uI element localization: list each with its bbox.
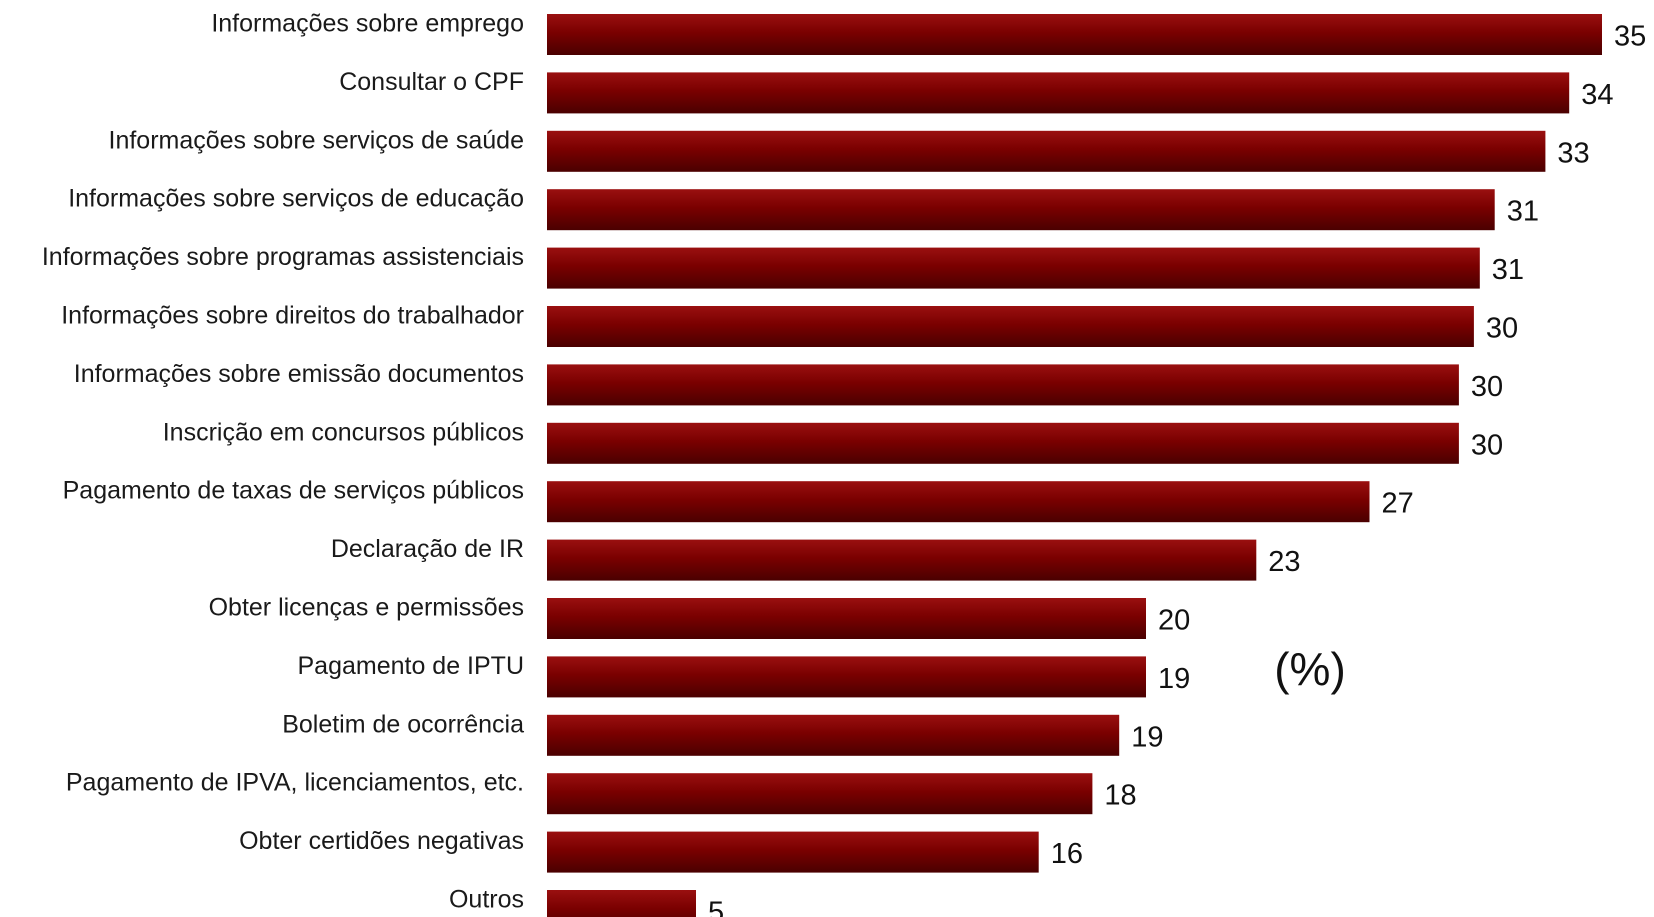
category-label: Declaração de IR [331, 535, 524, 563]
category-label: Pagamento de taxas de serviços públicos [63, 477, 524, 505]
category-label: Outros [449, 886, 524, 914]
value-label: 5 [708, 897, 724, 917]
category-label: Informações sobre serviços de educação [68, 185, 524, 213]
category-label: Obter licenças e permissões [209, 594, 524, 622]
category-label: Consultar o CPF [339, 68, 524, 96]
value-label: 33 [1557, 137, 1589, 169]
category-label: Informações sobre direitos do trabalhado… [61, 302, 524, 330]
bar [547, 831, 1039, 873]
category-label: Informações sobre programas assistenciai… [42, 243, 524, 271]
category-labels: Informações sobre emprego Consultar o CPF… [42, 10, 524, 914]
category-label: Pagamento de IPVA, licenciamentos, etc. [66, 769, 524, 797]
bar [547, 189, 1495, 231]
value-label: 31 [1492, 254, 1524, 286]
value-label: 31 [1507, 196, 1539, 228]
category-label: Boletim de ocorrência [282, 710, 524, 738]
category-label: Pagamento de IPTU [297, 652, 524, 680]
bar [547, 656, 1146, 698]
value-label: 30 [1486, 313, 1518, 345]
bar [547, 14, 1602, 55]
value-label: 30 [1471, 429, 1503, 461]
value-label: 16 [1051, 838, 1083, 870]
value-label: 19 [1131, 721, 1163, 753]
value-label: 34 [1581, 79, 1613, 111]
category-label: Informações sobre serviços de saúde [109, 126, 525, 154]
unit-annotation: (%) [1274, 643, 1346, 695]
category-label: Obter certidões negativas [239, 827, 524, 855]
bar [547, 422, 1459, 464]
bar [547, 130, 1546, 172]
category-label: Inscrição em concursos públicos [163, 418, 524, 446]
bar [547, 539, 1257, 581]
value-label: 35 [1614, 21, 1646, 53]
value-label: 18 [1104, 780, 1136, 812]
value-label: 20 [1158, 605, 1190, 637]
bar [547, 364, 1459, 406]
bar [547, 714, 1120, 756]
value-label: 27 [1382, 488, 1414, 520]
bar [547, 481, 1370, 523]
category-label: Informações sobre emissão documentos [74, 360, 524, 388]
bar [547, 306, 1474, 347]
bar [547, 72, 1570, 114]
bar [547, 598, 1146, 639]
category-label: Informações sobre emprego [211, 10, 524, 38]
value-label: 23 [1268, 546, 1300, 578]
bars [547, 14, 1602, 917]
bar [547, 247, 1480, 289]
value-label: 30 [1471, 371, 1503, 403]
bar [547, 773, 1093, 815]
bar [547, 890, 696, 917]
value-label: 19 [1158, 663, 1190, 695]
